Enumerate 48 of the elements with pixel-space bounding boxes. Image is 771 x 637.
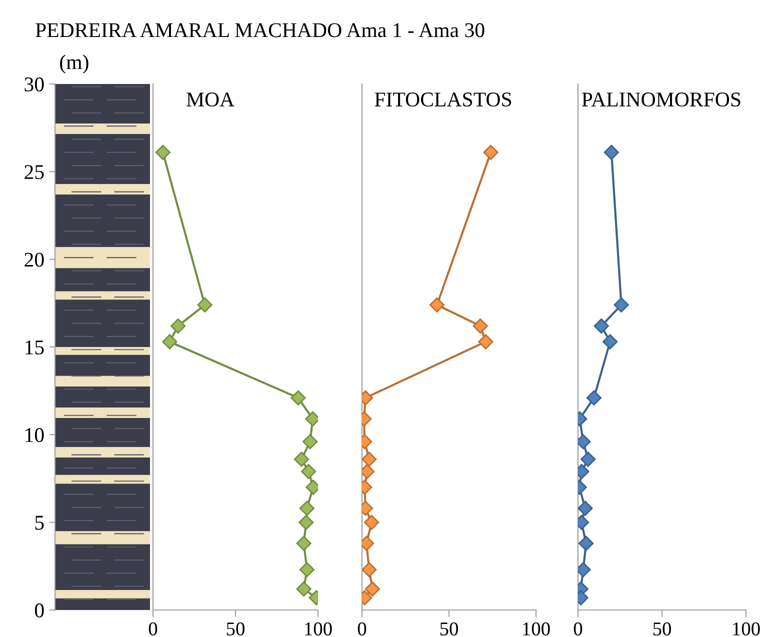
point (155, 144, 170, 160)
y-tick-label: 0 (34, 603, 44, 618)
x-tick-label: 100 (523, 622, 550, 636)
y-tick-label: 15 (26, 340, 44, 354)
point (362, 452, 377, 467)
point (362, 562, 377, 578)
annotation: MOA (186, 92, 234, 107)
point (594, 318, 609, 334)
y-tick-label: 20 (24, 252, 44, 267)
annotation: PALINOMORFOS (582, 92, 740, 107)
point (578, 562, 591, 578)
point (162, 334, 178, 350)
point (296, 581, 312, 597)
x-tick-label: 0 (574, 622, 582, 636)
y-tick-label: 25 (24, 165, 44, 180)
y-tick-label: 5 (35, 516, 44, 530)
point (602, 334, 618, 350)
point (578, 434, 591, 450)
x-tick-label: 100 (305, 622, 332, 636)
point (296, 536, 312, 551)
point (580, 452, 596, 467)
point (298, 514, 314, 530)
y-tick-label: 30 (24, 77, 44, 92)
point (302, 434, 318, 450)
point (483, 144, 498, 160)
point (294, 452, 310, 467)
point (299, 562, 315, 578)
x-tick-label: 0 (148, 622, 158, 636)
point (197, 297, 212, 312)
x-tick-label: 100 (733, 622, 760, 636)
point (478, 334, 494, 350)
y-axis-title: (m) (60, 54, 88, 74)
point (290, 390, 306, 406)
point (614, 297, 629, 312)
annotation: FITOCLASTOS (374, 92, 512, 107)
x-tick-label: 50 (653, 622, 671, 636)
y-tick-label: 10 (26, 428, 44, 442)
point (362, 464, 375, 480)
point (472, 318, 488, 334)
point (170, 318, 186, 334)
x-tick-label: 0 (358, 622, 366, 636)
x-tick-label: 50 (440, 622, 458, 636)
point (299, 500, 315, 516)
x-tick-label: 50 (226, 622, 244, 636)
point (578, 500, 593, 516)
point (301, 464, 316, 480)
chart-title: PEDREIRA AMARAL MACHADO Ama 1 - Ama 30 (36, 23, 484, 38)
point (604, 144, 619, 160)
